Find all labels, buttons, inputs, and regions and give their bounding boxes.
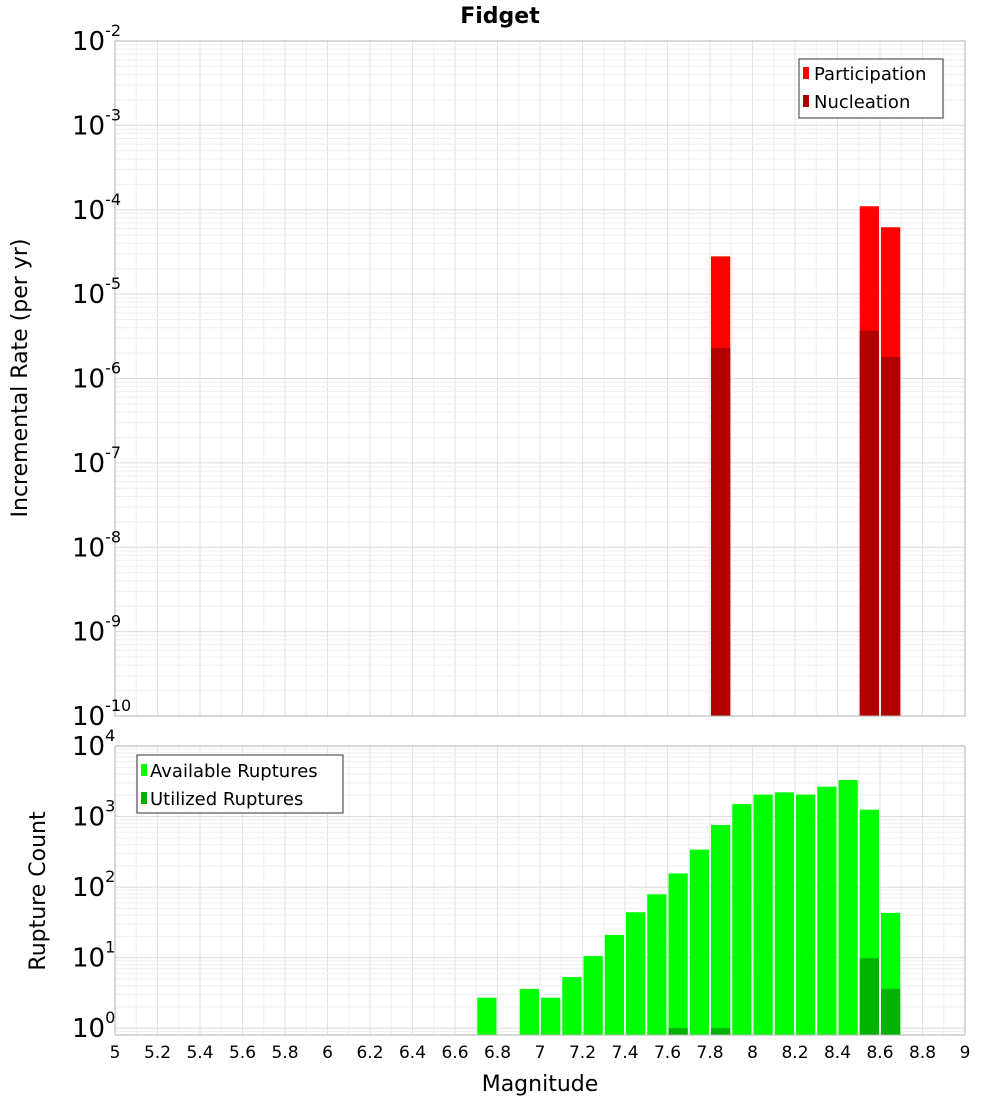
legend-swatch-available-ruptures <box>141 764 147 776</box>
x-tick-label: 7.2 <box>569 1043 596 1063</box>
tick-labels-layer: 10-2 10-3 10-4 10-5 10-6 10-7 10-8 10-9 10-10104… <box>72 21 970 1063</box>
bottom-bar-utilized-ruptures <box>668 1028 688 1035</box>
bottom-y-axis-label: Rupture Count <box>26 811 51 971</box>
bottom-bar-utilized-ruptures <box>881 988 901 1035</box>
bottom-bar-utilized-ruptures <box>859 958 879 1035</box>
bottom-bar-available-ruptures <box>541 997 561 1035</box>
top-y-tick-label: 10-8 <box>72 527 121 563</box>
x-tick-label: 5.6 <box>229 1043 256 1063</box>
x-tick-label: 8.2 <box>781 1043 808 1063</box>
bottom-bar-available-ruptures <box>583 956 603 1035</box>
bottom-y-tick-label: 102 <box>72 867 115 903</box>
top-y-tick-label: 10-6 <box>72 359 121 395</box>
legend-top-box <box>798 58 944 119</box>
x-tick-label: 5.4 <box>186 1043 213 1063</box>
top-y-tick-label: 10-2 <box>72 21 121 57</box>
bottom-plot-frame <box>114 745 966 1036</box>
x-tick-label: 6.6 <box>441 1043 468 1063</box>
bottom-bar-available-ruptures <box>774 792 794 1035</box>
bottom-y-tick-label: 104 <box>72 726 115 762</box>
bottom-bar-available-ruptures <box>626 912 646 1035</box>
top-y-tick-label: 10-10 <box>72 696 131 732</box>
x-tick-label: 8.6 <box>866 1043 893 1063</box>
top-bar-nucleation <box>711 347 731 716</box>
x-tick-label: 6.4 <box>399 1043 426 1063</box>
bottom-bar-available-ruptures <box>796 794 816 1035</box>
top-y-axis-label: Incremental Rate (per yr) <box>8 239 33 518</box>
bottom-y-tick-label: 101 <box>72 938 115 974</box>
legend-label-utilized-ruptures: Utilized Ruptures <box>150 789 303 810</box>
frames-layer <box>114 40 966 1036</box>
top-plot-frame <box>114 40 966 717</box>
legend-swatch-nucleation <box>803 95 809 107</box>
x-tick-label: 6.2 <box>356 1043 383 1063</box>
top-y-tick-label: 10-5 <box>72 274 121 310</box>
x-tick-label: 5.8 <box>271 1043 298 1063</box>
bottom-y-tick-label: 103 <box>72 797 115 833</box>
legend-swatch-participation <box>803 67 809 79</box>
legend-label-nucleation: Nucleation <box>814 92 910 113</box>
legend-swatch-utilized-ruptures <box>141 792 147 804</box>
bottom-bar-available-ruptures <box>519 988 539 1035</box>
bottom-bar-available-ruptures <box>753 794 773 1035</box>
bottom-bar-available-ruptures <box>562 977 582 1035</box>
x-tick-label: 9 <box>960 1043 971 1063</box>
top-bar-nucleation <box>881 356 901 716</box>
x-tick-label: 7 <box>535 1043 546 1063</box>
bottom-bar-available-ruptures <box>477 997 497 1035</box>
top-y-tick-label: 10-3 <box>72 105 121 141</box>
x-tick-label: 6 <box>322 1043 333 1063</box>
legend-bottom: Available Ruptures Utilized Ruptures <box>136 754 344 814</box>
bottom-bar-available-ruptures <box>647 894 667 1035</box>
legend-bottom-box <box>136 754 344 814</box>
x-tick-label: 5 <box>110 1043 121 1063</box>
bottom-bar-available-ruptures <box>838 779 858 1035</box>
bottom-bar-available-ruptures <box>668 873 688 1035</box>
chart-title: Fidget <box>460 4 540 29</box>
x-tick-label: 8 <box>747 1043 758 1063</box>
bottom-y-tick-label: 100 <box>72 1008 115 1044</box>
x-tick-label: 5.2 <box>144 1043 171 1063</box>
x-tick-label: 6.8 <box>484 1043 511 1063</box>
x-tick-label: 8.4 <box>824 1043 851 1063</box>
x-tick-label: 7.4 <box>611 1043 638 1063</box>
top-y-tick-label: 10-7 <box>72 443 121 479</box>
x-axis-label: Magnitude <box>482 1072 599 1097</box>
bottom-bar-available-ruptures <box>817 786 837 1035</box>
bottom-bar-available-ruptures <box>711 824 731 1035</box>
bottom-bar-utilized-ruptures <box>711 1028 731 1035</box>
grid-layer <box>114 40 966 1036</box>
top-y-tick-label: 10-4 <box>72 190 121 226</box>
x-tick-label: 7.8 <box>696 1043 723 1063</box>
x-tick-label: 7.6 <box>654 1043 681 1063</box>
top-y-tick-label: 10-9 <box>72 612 121 648</box>
bottom-bar-available-ruptures <box>732 804 752 1035</box>
bars-layer <box>477 206 901 1035</box>
bottom-bar-available-ruptures <box>604 934 624 1035</box>
x-tick-label: 8.8 <box>909 1043 936 1063</box>
top-bar-nucleation <box>859 330 879 716</box>
legend-label-available-ruptures: Available Ruptures <box>150 761 318 782</box>
bottom-bar-available-ruptures <box>689 849 709 1035</box>
legend-label-participation: Participation <box>814 64 926 85</box>
legend-top: Participation Nucleation <box>798 58 944 119</box>
